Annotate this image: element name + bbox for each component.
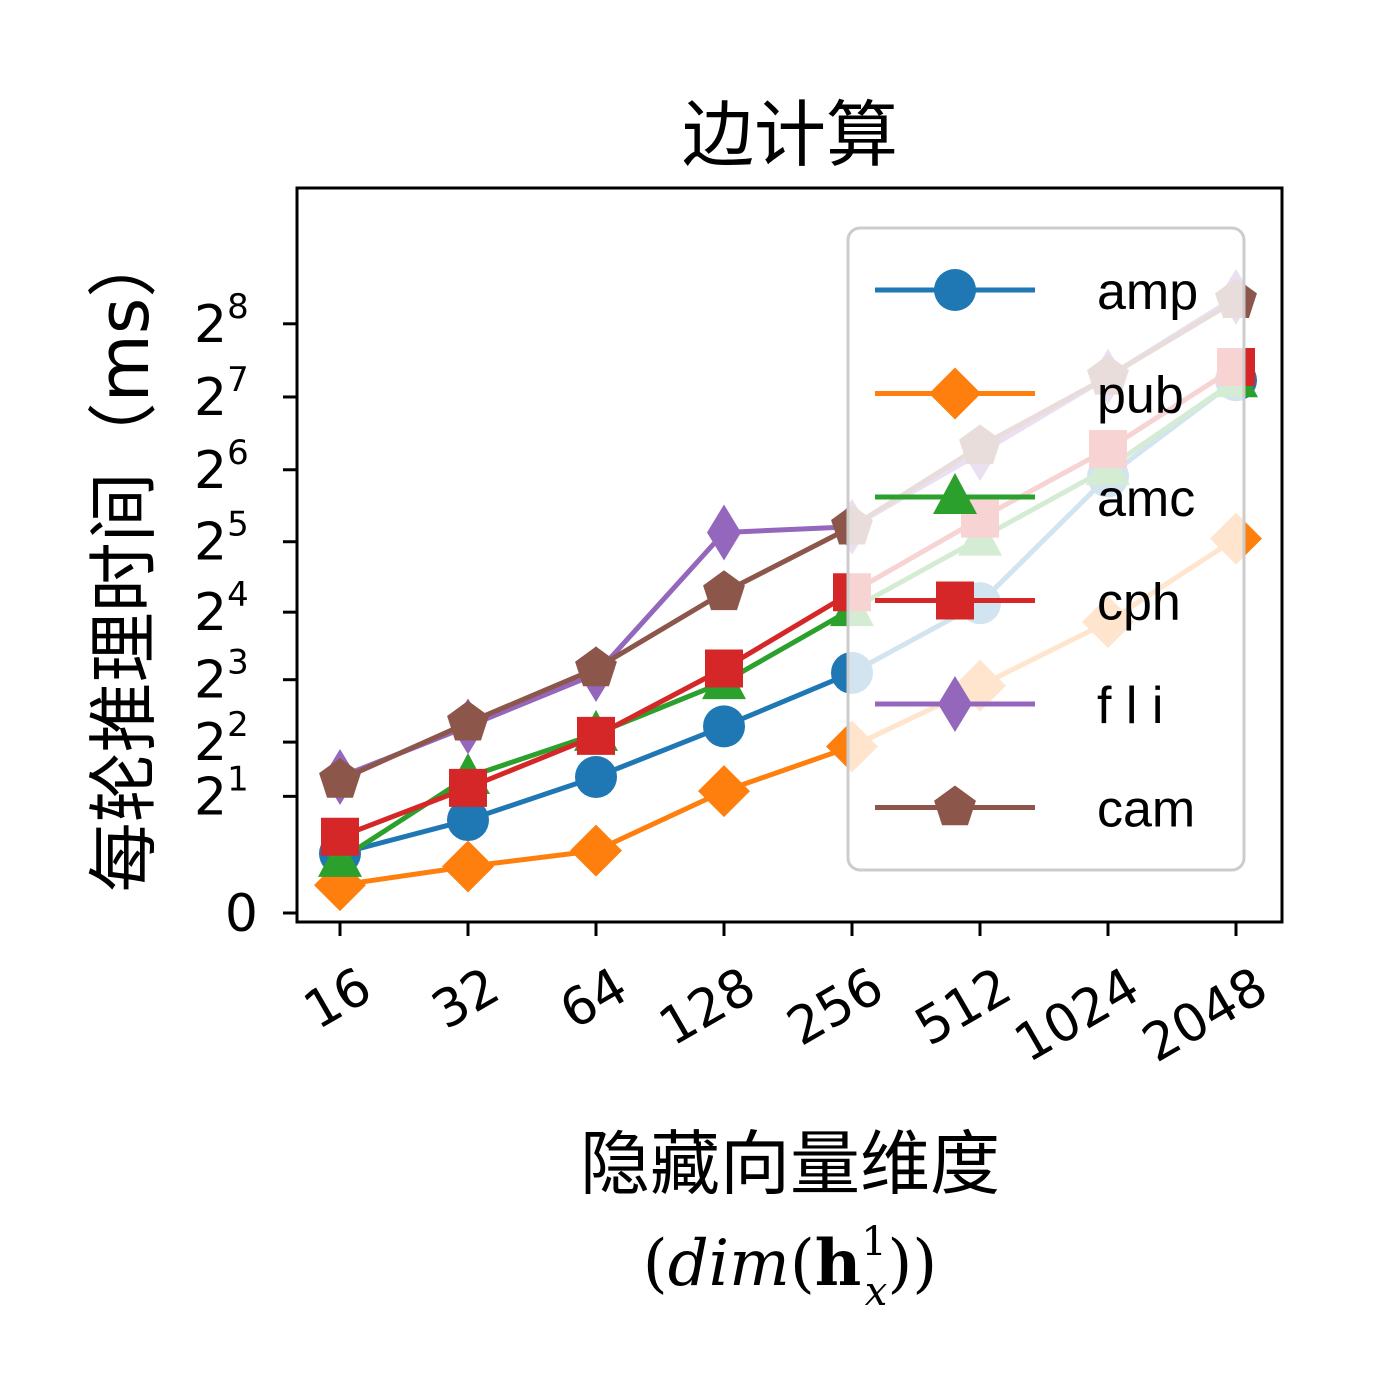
x-tick-label: 256 xyxy=(778,956,894,1058)
y-axis-label: 每轮推理时间（ms） xyxy=(83,228,165,893)
data-point xyxy=(575,755,617,798)
data-point xyxy=(575,646,617,687)
y-tick-exponent: 2 xyxy=(227,705,249,745)
math-close: )) xyxy=(887,1227,937,1301)
x-axis-math-label: (dim(h1 x)) xyxy=(643,1219,938,1315)
y-tick-exponent: 1 xyxy=(227,759,249,799)
y-tick-label: 21 xyxy=(194,759,249,827)
legend-entry-3: cph xyxy=(875,574,1181,632)
y-tick-base: 0 xyxy=(225,884,258,944)
legend-marker xyxy=(929,367,981,420)
y-tick-label: 25 xyxy=(194,505,249,573)
math-sub: x xyxy=(865,1269,888,1315)
data-point xyxy=(570,824,622,877)
data-point xyxy=(707,504,741,561)
y-tick-exponent: 6 xyxy=(227,433,249,473)
legend-marker xyxy=(936,581,974,620)
y-tick-label: 27 xyxy=(194,360,249,428)
data-point xyxy=(703,705,745,748)
x-tick-label: 16 xyxy=(294,956,381,1041)
legend-entry-0: amp xyxy=(875,263,1198,321)
math-func: dim xyxy=(668,1227,790,1301)
math-sup: 1 xyxy=(861,1219,886,1265)
y-tick-base: 2 xyxy=(194,513,227,573)
legend-label: cph xyxy=(1097,574,1181,632)
y-tick-base: 2 xyxy=(194,713,227,773)
data-point xyxy=(318,835,362,877)
data-point xyxy=(577,716,615,755)
math-open-paren: ( xyxy=(643,1227,668,1301)
y-tick-label: 26 xyxy=(194,433,249,501)
x-tick-label: 32 xyxy=(422,956,509,1041)
x-tick-label: 1024 xyxy=(1005,956,1150,1074)
data-point xyxy=(698,765,750,818)
x-tick-label: 2048 xyxy=(1133,956,1278,1074)
y-tick-base: 2 xyxy=(194,441,227,501)
x-tick-label: 128 xyxy=(650,956,766,1058)
x-tick-label: 512 xyxy=(906,956,1022,1058)
data-point xyxy=(442,840,494,893)
legend-marker xyxy=(938,676,972,732)
legend-marker xyxy=(934,269,976,311)
data-point xyxy=(447,799,489,842)
y-tick-label: 0 xyxy=(225,884,258,944)
data-point xyxy=(705,649,743,688)
legend-marker xyxy=(933,473,977,514)
legend-label: pub xyxy=(1097,367,1184,425)
y-tick-exponent: 4 xyxy=(227,575,249,615)
data-point xyxy=(703,570,745,611)
legend-box xyxy=(846,226,1246,872)
legend-label: f l i xyxy=(1097,677,1163,735)
y-tick-base: 2 xyxy=(194,295,227,355)
data-point xyxy=(447,700,489,741)
legend-entry-5: cam xyxy=(875,781,1195,839)
math-bold-h: h xyxy=(815,1226,862,1301)
y-tick-label: 22 xyxy=(194,705,249,773)
data-point xyxy=(321,817,359,856)
legend-marker xyxy=(934,785,976,826)
x-axis-label: 隐藏向量维度 xyxy=(580,1123,1000,1205)
y-tick-exponent: 5 xyxy=(227,505,249,545)
legend-entry-2: amc xyxy=(875,470,1195,528)
chart-title: 边计算 xyxy=(682,93,898,177)
y-tick-base: 2 xyxy=(194,583,227,643)
x-tick-label: 64 xyxy=(550,956,637,1041)
y-tick-label: 23 xyxy=(194,643,249,711)
data-point xyxy=(319,757,361,798)
legend-entry-4: f l i xyxy=(875,676,1163,735)
y-tick-base: 2 xyxy=(194,767,227,827)
legend-label: amp xyxy=(1097,263,1198,321)
y-tick-exponent: 3 xyxy=(227,643,249,683)
y-tick-label: 24 xyxy=(194,575,249,643)
y-tick-base: 2 xyxy=(194,368,227,428)
y-tick-label: 28 xyxy=(194,287,249,355)
legend-entries: amp pub amc cph f l i cam xyxy=(875,263,1198,839)
legend-label: amc xyxy=(1097,470,1195,528)
legend-label: cam xyxy=(1097,781,1195,839)
data-point xyxy=(449,768,487,807)
legend: amp pub amc cph f l i cam xyxy=(846,226,1246,872)
math-paren: ( xyxy=(790,1227,815,1301)
y-tick-exponent: 8 xyxy=(227,287,249,327)
y-tick-exponent: 7 xyxy=(227,360,249,400)
legend-entry-1: pub xyxy=(875,367,1184,425)
y-tick-base: 2 xyxy=(194,651,227,711)
